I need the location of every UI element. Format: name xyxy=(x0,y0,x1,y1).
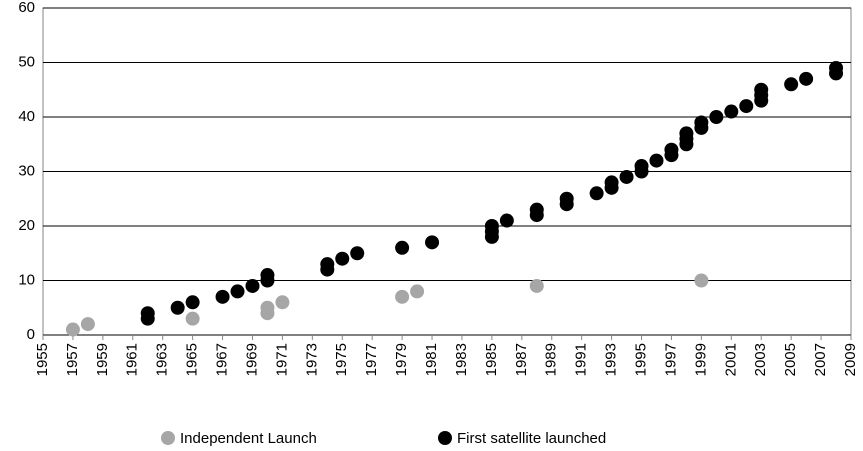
point xyxy=(634,159,649,174)
point xyxy=(275,295,290,310)
point xyxy=(410,284,425,299)
point xyxy=(185,295,200,310)
x-tick-label: 1961 xyxy=(124,343,141,376)
point xyxy=(559,191,574,206)
x-tick-label: 1987 xyxy=(513,343,530,376)
x-tick-label: 2005 xyxy=(782,343,799,376)
x-tick-label: 1979 xyxy=(393,343,410,376)
y-tick-label: 20 xyxy=(18,217,35,234)
y-tick-label: 0 xyxy=(27,326,35,343)
point xyxy=(65,322,80,337)
point xyxy=(215,289,230,304)
point xyxy=(694,115,709,130)
point xyxy=(604,175,619,190)
point xyxy=(739,99,754,114)
x-tick-label: 1993 xyxy=(603,343,620,376)
point xyxy=(799,71,814,86)
point xyxy=(170,300,185,315)
y-tick-label: 40 xyxy=(18,108,35,125)
point xyxy=(230,284,245,299)
x-tick-label: 1971 xyxy=(273,343,290,376)
x-tick-label: 1989 xyxy=(543,343,560,376)
legend-label: First satellite launched xyxy=(457,430,606,447)
x-tick-label: 2003 xyxy=(752,343,769,376)
y-tick-label: 60 xyxy=(18,0,35,16)
point xyxy=(320,257,335,272)
x-tick-label: 1957 xyxy=(64,343,81,376)
point xyxy=(694,273,709,288)
point xyxy=(260,268,275,283)
point xyxy=(664,142,679,157)
x-tick-label: 1985 xyxy=(483,343,500,376)
point xyxy=(245,278,260,293)
point xyxy=(260,300,275,315)
point xyxy=(80,317,95,332)
x-tick-label: 1999 xyxy=(692,343,709,376)
point xyxy=(589,186,604,201)
point xyxy=(754,82,769,97)
x-tick-label: 2009 xyxy=(842,343,859,376)
point xyxy=(679,126,694,141)
point xyxy=(395,240,410,255)
point xyxy=(649,153,664,168)
point xyxy=(784,77,799,92)
x-tick-label: 1983 xyxy=(453,343,470,376)
y-tick-label: 10 xyxy=(18,271,35,288)
point xyxy=(709,110,724,124)
x-tick-label: 1977 xyxy=(363,343,380,376)
x-tick-label: 1973 xyxy=(303,343,320,376)
point xyxy=(484,219,499,233)
x-tick-label: 2001 xyxy=(722,343,739,376)
point xyxy=(619,169,634,184)
x-tick-label: 1969 xyxy=(243,343,260,376)
x-tick-label: 1955 xyxy=(34,343,51,376)
x-tick-label: 1967 xyxy=(214,343,231,376)
point xyxy=(395,289,410,304)
point xyxy=(140,306,155,321)
x-tick-label: 1991 xyxy=(573,343,590,376)
legend-label: Independent Launch xyxy=(180,430,317,447)
point xyxy=(425,235,440,250)
legend-marker xyxy=(438,431,452,445)
x-tick-label: 1981 xyxy=(423,343,440,376)
point xyxy=(829,60,844,75)
point xyxy=(335,251,350,266)
point xyxy=(185,311,200,326)
point xyxy=(499,213,514,228)
x-tick-label: 1975 xyxy=(333,343,350,376)
legend-marker xyxy=(161,431,175,445)
x-tick-label: 1963 xyxy=(154,343,171,376)
x-tick-label: 1965 xyxy=(184,343,201,376)
y-tick-label: 50 xyxy=(18,53,35,70)
point xyxy=(724,104,739,119)
point xyxy=(529,202,544,217)
x-tick-label: 2007 xyxy=(812,343,829,376)
x-tick-label: 1959 xyxy=(94,343,111,376)
point xyxy=(350,246,365,261)
x-tick-label: 1995 xyxy=(632,343,649,376)
point xyxy=(529,278,544,293)
x-tick-label: 1997 xyxy=(662,343,679,376)
y-tick-label: 30 xyxy=(18,162,35,179)
